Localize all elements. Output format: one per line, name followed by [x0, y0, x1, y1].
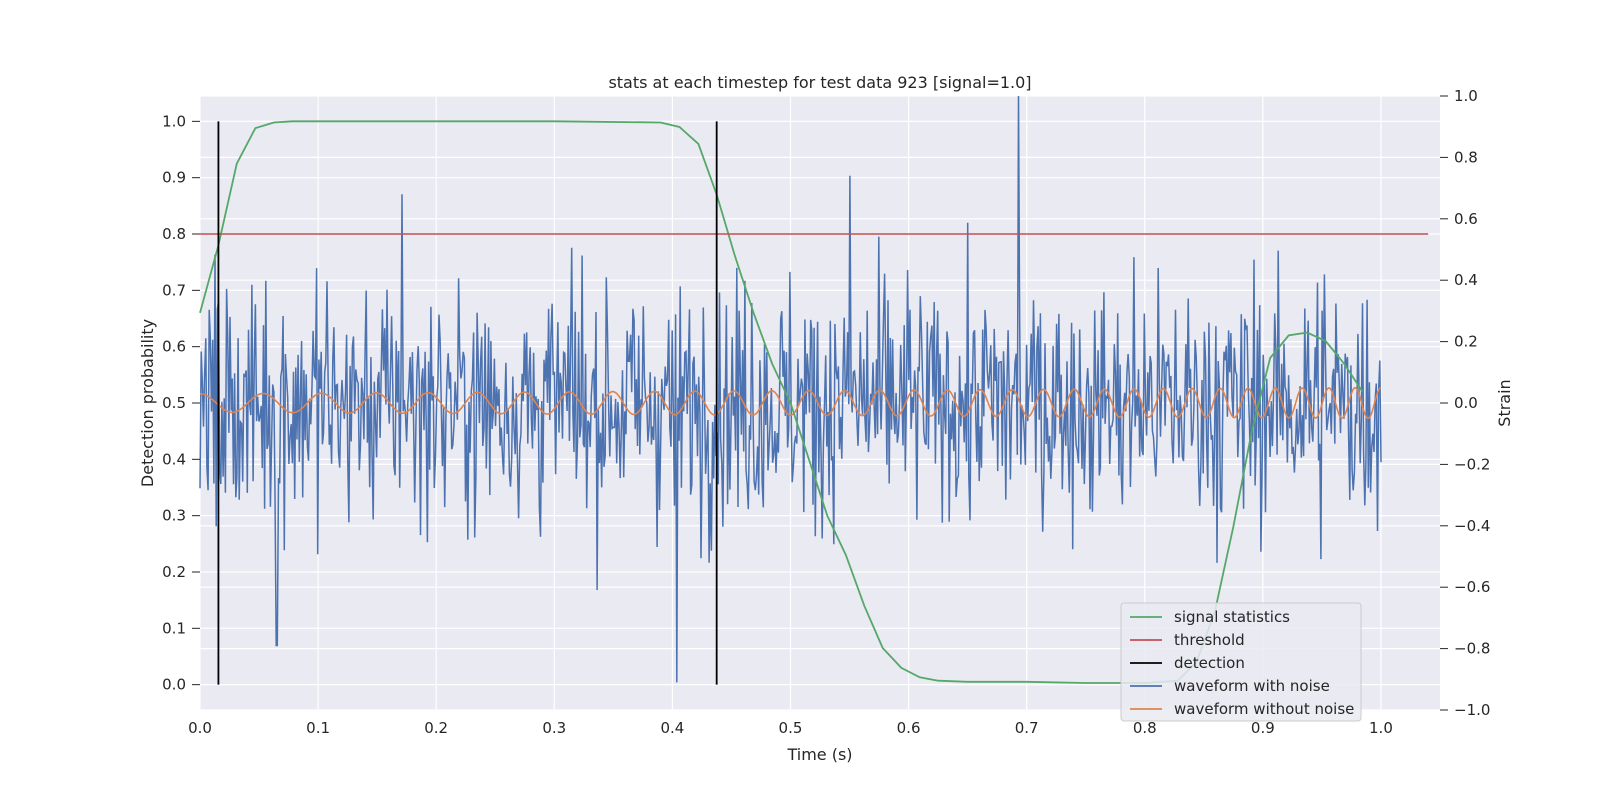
y-left-tick-label: 0.8	[162, 225, 186, 243]
x-tick-label: 0.2	[424, 719, 448, 737]
series-signal-statistics	[199, 120, 1364, 684]
x-tick-label: 0.1	[306, 719, 330, 737]
x-tick-label: 0.0	[188, 719, 212, 737]
legend-label-waveform-with-noise: waveform with noise	[1174, 677, 1330, 695]
y-left-tick-label: 0.0	[162, 676, 186, 694]
chart-title: stats at each timestep for test data 923…	[608, 73, 1031, 92]
y-left-tick-label: 1.0	[162, 112, 186, 130]
y-right-tick-label: −0.2	[1454, 455, 1490, 473]
legend-label-signal-statistics: signal statistics	[1174, 608, 1290, 626]
series-layer	[199, 95, 1429, 685]
y-left-tick-label: 0.6	[162, 338, 186, 356]
x-tick-label: 0.3	[542, 719, 566, 737]
y-right-tick-label: 0.6	[1454, 210, 1478, 228]
y-right-tick-label: 0.2	[1454, 333, 1478, 351]
series-waveform-without-noise	[200, 386, 1382, 420]
x-axis-label: Time (s)	[786, 745, 852, 764]
y-right-tick-label: −0.8	[1454, 640, 1490, 658]
y-left-axis-label: Detection probability	[138, 319, 157, 487]
y-left-tick-label: 0.9	[162, 169, 186, 187]
legend-label-threshold: threshold	[1174, 631, 1245, 649]
y-left-tick-label: 0.1	[162, 619, 186, 637]
y-right-tick-label: −1.0	[1454, 701, 1490, 719]
y-right-tick-label: 0.4	[1454, 271, 1478, 289]
y-left-tick-label: 0.5	[162, 394, 186, 412]
y-right-tick-label: −0.6	[1454, 578, 1490, 596]
x-tick-label: 1.0	[1369, 719, 1393, 737]
x-tick-label: 0.8	[1133, 719, 1157, 737]
legend-label-detection: detection	[1174, 654, 1245, 672]
y-left-tick-label: 0.2	[162, 563, 186, 581]
y-right-tick-label: 1.0	[1454, 87, 1478, 105]
y-right-axis-ticks: −1.0 −0.8 −0.6 −0.4 −0.2 0.0 0.2 0.4 0.6 0.8 1.0	[1440, 87, 1490, 719]
y-left-tick-label: 0.4	[162, 450, 186, 468]
y-right-tick-label: 0.8	[1454, 148, 1478, 166]
y-right-tick-label: −0.4	[1454, 517, 1490, 535]
x-tick-label: 0.9	[1251, 719, 1275, 737]
x-tick-label: 0.7	[1015, 719, 1039, 737]
y-left-tick-label: 0.3	[162, 507, 186, 525]
y-right-tick-label: 0.0	[1454, 394, 1478, 412]
legend: signal statistics threshold detection wa…	[1120, 602, 1362, 722]
x-tick-label: 0.4	[660, 719, 684, 737]
y-left-tick-label: 0.7	[162, 281, 186, 299]
legend-label-waveform-without-noise: waveform without noise	[1174, 700, 1354, 718]
y-right-axis-label: Strain	[1495, 379, 1514, 426]
legend-box	[1120, 602, 1362, 722]
x-axis-ticks: 0.0 0.1 0.2 0.3 0.4 0.5 0.6 0.7 0.8 0.9 1.0	[188, 719, 1393, 737]
y-left-axis-ticks: 0.0 0.1 0.2 0.3 0.4 0.5 0.6 0.7 0.8 0.9 1.0	[162, 112, 200, 694]
series-waveform-with-noise	[199, 95, 1382, 683]
x-tick-label: 0.5	[779, 719, 803, 737]
x-tick-label: 0.6	[897, 719, 921, 737]
